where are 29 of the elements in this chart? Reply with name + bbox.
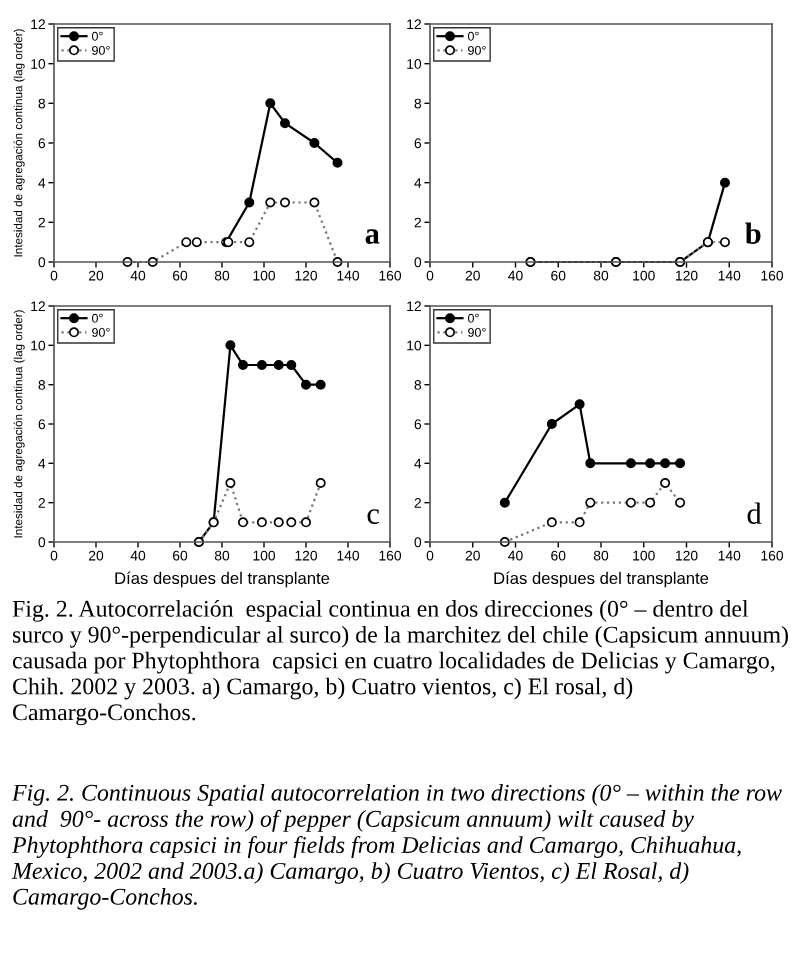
x-axis-title: Días despues del transplante — [115, 571, 330, 588]
point — [309, 137, 320, 149]
point — [265, 98, 276, 109]
point — [315, 379, 326, 390]
point — [585, 458, 596, 469]
point — [256, 359, 267, 371]
point — [244, 197, 255, 208]
caption: Fig. 2. Continuous Spatial autocorrelation in two directions (0° – within the row and 90°- across the row) of pepper (Capsicum annuum) wilt caused by Phytophthora capsici in four fields from Delicias and Camargo, Chihuahua, Mexico, 2002 and 2003.a) Camargo, b) Cuatro Vientos, c) El Rosal, d) Camargo-Conchos. — [11, 784, 782, 910]
caption: Fig. 2. Autocorrelación espacial continua en dos direcciones (0° – dentro del surco y 90°-perpendicular al surco) de la marchitez del chile (Capsicum annuum) causada por Phytophthora capsici en cuatro localidades de Delicias y Camargo, Chih. 2002 y 2003. a) Camargo, b) Cuatro vientos, c) El rosal, d) Camargo-Conchos. — [12, 600, 788, 726]
point — [225, 340, 236, 351]
point — [675, 458, 686, 469]
x-axis-title: Días despues del transplante — [494, 571, 709, 588]
point — [546, 418, 557, 430]
point — [273, 359, 284, 371]
point — [237, 359, 249, 371]
point — [625, 458, 636, 469]
annotation: a — [365, 229, 380, 244]
point — [300, 379, 312, 390]
point — [719, 177, 730, 188]
point — [645, 458, 656, 469]
point — [279, 118, 291, 129]
annotation: c — [367, 509, 379, 524]
annotation: b — [745, 222, 761, 244]
point — [499, 497, 510, 508]
point — [574, 399, 585, 410]
point — [660, 458, 671, 469]
point — [332, 157, 343, 168]
point — [286, 359, 297, 371]
annotation: d — [747, 502, 762, 524]
